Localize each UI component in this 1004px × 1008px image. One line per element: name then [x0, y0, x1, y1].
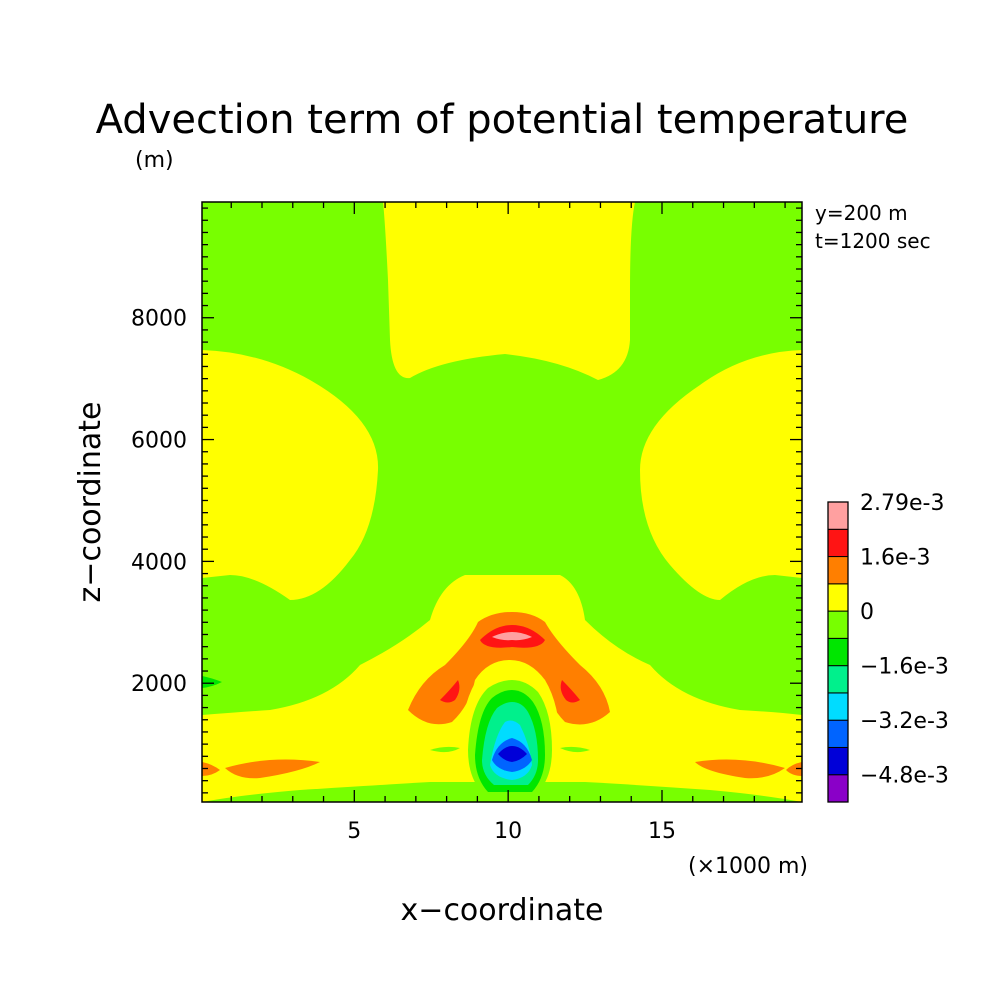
plot-frame [201, 201, 803, 803]
x-tick-label: 15 [648, 819, 676, 844]
contour-fill-green-streak-right [560, 746, 590, 753]
contour-fill-orange-left-lens [225, 759, 320, 779]
contour-field [202, 202, 802, 802]
colorbar-swatch [827, 746, 849, 776]
colorbar-swatch [827, 610, 849, 639]
colorbar [827, 501, 849, 803]
x-tick-label: 10 [494, 819, 522, 844]
x-unit-label: (×1000 m) [688, 854, 808, 879]
chart-title: Advection term of potential temperature [96, 97, 909, 143]
colorbar-swatch [827, 583, 849, 612]
contour-fill-orange-arch [408, 612, 610, 725]
colorbar-swatch [827, 665, 849, 694]
colorbar-label: 0 [860, 600, 874, 625]
y-tick-label: 2000 [131, 672, 187, 697]
y-tick-label: 6000 [131, 429, 187, 454]
y-unit-label: (m) [135, 148, 174, 173]
contour-fill-left-notch [202, 676, 222, 688]
y-tick-label: 4000 [131, 550, 187, 575]
contour-fill-pink-core [492, 632, 532, 641]
colorbar-label: 2.79e-3 [860, 491, 944, 516]
axis-ticks [202, 202, 802, 802]
colorbar-swatch [827, 501, 849, 530]
contour-fill-orange-right-edge [786, 762, 802, 776]
axis-tick-labels: 5 10 15 2000 4000 6000 8000 [131, 307, 676, 844]
contour-fill-orange-left-edge [202, 762, 220, 776]
x-tick-label: 5 [347, 819, 361, 844]
contour-fill-red-right [560, 680, 580, 703]
colorbar-frame [827, 501, 849, 803]
contour-fill-top-column [383, 202, 635, 380]
colorbar-label: −4.8e-3 [860, 764, 949, 789]
colorbar-label: −1.6e-3 [860, 655, 949, 680]
y-tick-label: 8000 [131, 307, 187, 332]
contour-fill-left-bulge [202, 350, 379, 600]
contour-fill-red-left [440, 680, 460, 703]
colorbar-swatch [827, 556, 849, 585]
colorbar-swatch [827, 692, 849, 721]
colorbar-swatch [827, 774, 849, 803]
annotation-y: y=200 m [815, 201, 908, 225]
colorbar-label: −3.2e-3 [860, 709, 949, 734]
contour-fill-darkblue-core [498, 746, 527, 762]
colorbar-swatch [827, 637, 849, 667]
x-axis-label: x−coordinate [401, 893, 604, 928]
colorbar-swatch [827, 719, 849, 748]
contour-fill-right-bulge [640, 350, 802, 600]
colorbar-swatch [827, 528, 849, 558]
annotation-t: t=1200 sec [815, 229, 931, 253]
colorbar-label: 1.6e-3 [860, 546, 930, 571]
y-axis-label: z−coordinate [73, 402, 108, 603]
colorbar-labels: 2.79e-3 1.6e-3 0 −1.6e-3 −3.2e-3 −4.8e-3 [860, 491, 949, 789]
contour-fill-green-streak-left [430, 746, 460, 753]
contour-fill-orange-right-lens [695, 759, 785, 779]
